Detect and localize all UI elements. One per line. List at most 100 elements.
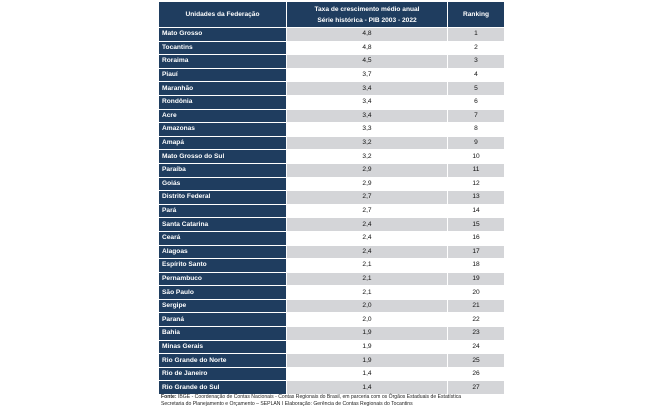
cell-taxa: 2,4 — [286, 217, 448, 232]
table-row: Pernambuco 2,1 19 — [158, 271, 505, 287]
cell-taxa: 2,0 — [286, 312, 448, 328]
cell-taxa: 3,2 — [286, 149, 448, 164]
table-row: Roraima 4,5 3 — [158, 54, 505, 69]
cell-uf: Maranhão — [158, 81, 287, 96]
cell-taxa: 2,9 — [286, 162, 448, 178]
cell-taxa: 2,4 — [286, 230, 448, 246]
table-row: Santa Catarina 2,4 15 — [158, 217, 505, 232]
cell-rank: 15 — [447, 217, 505, 232]
cell-taxa: 2,1 — [286, 271, 448, 287]
table-row: Ceará 2,4 16 — [158, 230, 505, 246]
cell-rank: 7 — [447, 108, 505, 124]
table-row: Piauí 3,7 4 — [158, 67, 505, 83]
table-row: Paraíba 2,9 11 — [158, 162, 505, 178]
cell-uf: Pernambuco — [158, 271, 287, 287]
cell-taxa: 3,2 — [286, 135, 448, 151]
cell-taxa: 4,8 — [286, 27, 448, 42]
cell-rank: 26 — [447, 366, 505, 382]
table-row: Pará 2,7 14 — [158, 203, 505, 219]
cell-uf: Mato Grosso do Sul — [158, 149, 287, 164]
table-row: Goiás 2,9 12 — [158, 176, 505, 192]
table-row: Espírito Santo 2,1 18 — [158, 258, 505, 273]
table-row: Paraná 2,0 22 — [158, 312, 505, 328]
cell-uf: Espírito Santo — [158, 258, 287, 273]
cell-uf: Paraná — [158, 312, 287, 328]
table-row: Distrito Federal 2,7 13 — [158, 190, 505, 205]
cell-rank: 11 — [447, 162, 505, 178]
cell-rank: 6 — [447, 94, 505, 110]
cell-taxa: 3,4 — [286, 94, 448, 110]
cell-uf: Rio Grande do Norte — [158, 353, 287, 368]
table-row: Rio de Janeiro 1,4 26 — [158, 366, 505, 382]
cell-uf: Mato Grosso — [158, 27, 287, 42]
cell-taxa: 1,9 — [286, 326, 448, 341]
table-row: Tocantins 4,8 2 — [158, 40, 505, 56]
table-body: Mato Grosso 4,8 1 Tocantins 4,8 2 Roraima 4,5 3 P… — [158, 27, 505, 396]
cell-rank: 5 — [447, 81, 505, 96]
cell-rank: 13 — [447, 190, 505, 205]
cell-taxa: 2,7 — [286, 203, 448, 219]
cell-rank: 8 — [447, 122, 505, 137]
table-row: Amapá 3,2 9 — [158, 135, 505, 151]
source-line-2: Secretaria do Planejamento e Orçamento –… — [161, 401, 413, 408]
cell-taxa: 3,3 — [286, 122, 448, 137]
cell-taxa: 2,4 — [286, 244, 448, 260]
cell-uf: Goiás — [158, 176, 287, 192]
cell-uf: Rondônia — [158, 94, 287, 110]
source-text-1: IBGE - Coordenação de Contas Nacionais -… — [176, 394, 462, 400]
cell-rank: 21 — [447, 298, 505, 314]
header-uf: Unidades da Federação — [158, 1, 287, 28]
cell-rank: 16 — [447, 230, 505, 246]
cell-uf: Bahia — [158, 326, 287, 341]
cell-taxa: 2,9 — [286, 176, 448, 192]
table-row: Rio Grande do Sul 1,4 27 — [158, 380, 505, 396]
cell-taxa: 2,0 — [286, 298, 448, 314]
cell-rank: 19 — [447, 271, 505, 287]
cell-taxa: 3,7 — [286, 67, 448, 83]
cell-uf: Distrito Federal — [158, 190, 287, 205]
table-header-row: Unidades da Federação Taxa de cresciment… — [158, 1, 505, 28]
cell-rank: 9 — [447, 135, 505, 151]
cell-taxa: 2,1 — [286, 285, 448, 300]
cell-uf: Sergipe — [158, 298, 287, 314]
cell-rank: 25 — [447, 353, 505, 368]
table-row: Amazonas 3,3 8 — [158, 122, 505, 137]
table-row: Minas Gerais 1,9 24 — [158, 339, 505, 355]
cell-taxa: 1,4 — [286, 380, 448, 396]
cell-taxa: 3,4 — [286, 108, 448, 124]
header-ranking: Ranking — [447, 1, 505, 28]
cell-uf: Tocantins — [158, 40, 287, 56]
cell-taxa: 4,5 — [286, 54, 448, 69]
cell-rank: 12 — [447, 176, 505, 192]
table-row: Acre 3,4 7 — [158, 108, 505, 124]
table-row: Rondônia 3,4 6 — [158, 94, 505, 110]
table-row: Maranhão 3,4 5 — [158, 81, 505, 96]
cell-rank: 2 — [447, 40, 505, 56]
source-note: Fonte: IBGE - Coordenação de Contas Naci… — [161, 394, 521, 408]
table-row: Mato Grosso 4,8 1 — [158, 27, 505, 42]
cell-rank: 4 — [447, 67, 505, 83]
cell-rank: 20 — [447, 285, 505, 300]
cell-taxa: 4,8 — [286, 40, 448, 56]
table-row: Bahia 1,9 23 — [158, 326, 505, 341]
cell-taxa: 1,9 — [286, 339, 448, 355]
cell-taxa: 2,1 — [286, 258, 448, 273]
cell-uf: Minas Gerais — [158, 339, 287, 355]
cell-taxa: 1,4 — [286, 366, 448, 382]
cell-taxa: 3,4 — [286, 81, 448, 96]
table-row: São Paulo 2,1 20 — [158, 285, 505, 300]
cell-uf: São Paulo — [158, 285, 287, 300]
cell-rank: 3 — [447, 54, 505, 69]
cell-rank: 18 — [447, 258, 505, 273]
cell-uf: Alagoas — [158, 244, 287, 260]
cell-uf: Amazonas — [158, 122, 287, 137]
cell-uf: Pará — [158, 203, 287, 219]
table-row: Rio Grande do Norte 1,9 25 — [158, 353, 505, 368]
source-label: Fonte: — [161, 394, 177, 400]
cell-uf: Rio de Janeiro — [158, 366, 287, 382]
cell-uf: Piauí — [158, 67, 287, 83]
cell-rank: 1 — [447, 27, 505, 42]
table-row: Sergipe 2,0 21 — [158, 298, 505, 314]
table-row: Alagoas 2,4 17 — [158, 244, 505, 260]
growth-ranking-table-container: Unidades da Federação Taxa de cresciment… — [158, 1, 505, 396]
